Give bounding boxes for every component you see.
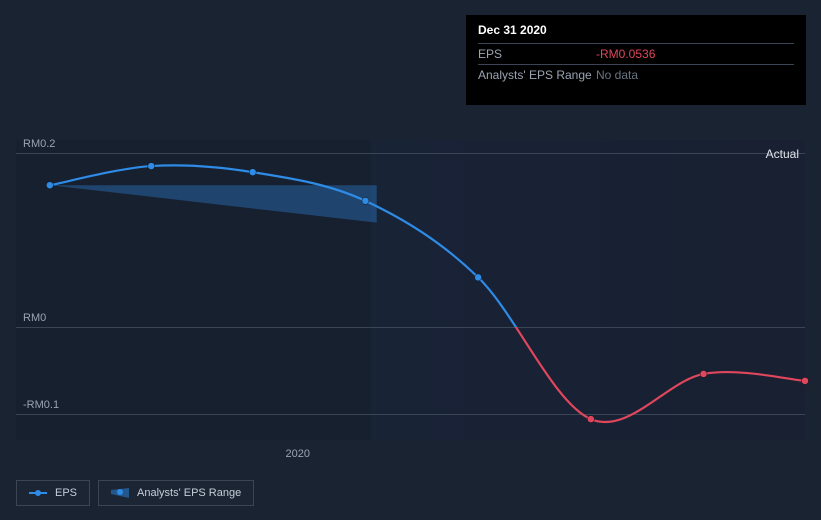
eps-marker[interactable] <box>475 274 482 281</box>
legend-item-eps[interactable]: EPS <box>16 480 90 506</box>
tooltip-value: No data <box>596 68 638 82</box>
eps-line-positive <box>50 165 805 422</box>
tooltip-value: -RM0.0536 <box>596 47 655 61</box>
x-tick-label: 2020 <box>286 448 310 460</box>
eps-marker[interactable] <box>46 182 53 189</box>
eps-marker[interactable] <box>587 416 594 423</box>
eps-marker[interactable] <box>148 163 155 170</box>
legend-item-range[interactable]: Analysts' EPS Range <box>98 480 254 506</box>
chart-tooltip: Dec 31 2020 EPS -RM0.0536 Analysts' EPS … <box>466 15 806 105</box>
legend-label: Analysts' EPS Range <box>137 487 241 499</box>
eps-line-negative <box>50 165 805 422</box>
tooltip-row: EPS -RM0.0536 <box>478 43 794 64</box>
legend-label: EPS <box>55 487 77 499</box>
eps-marker[interactable] <box>362 197 369 204</box>
tooltip-date: Dec 31 2020 <box>478 23 794 43</box>
chart-legend: EPS Analysts' EPS Range <box>16 480 254 506</box>
eps-chart[interactable]: RM0.2RM0-RM0.1 Actual 2020 <box>16 120 805 440</box>
tooltip-label: Analysts' EPS Range <box>478 68 596 82</box>
tooltip-label: EPS <box>478 47 596 61</box>
analysts-range-area <box>50 185 377 222</box>
area-icon <box>111 488 129 498</box>
line-icon <box>29 489 47 497</box>
tooltip-row: Analysts' EPS Range No data <box>478 64 794 85</box>
chart-svg <box>16 120 805 440</box>
eps-marker[interactable] <box>700 370 707 377</box>
eps-marker[interactable] <box>802 377 809 384</box>
eps-marker[interactable] <box>249 169 256 176</box>
